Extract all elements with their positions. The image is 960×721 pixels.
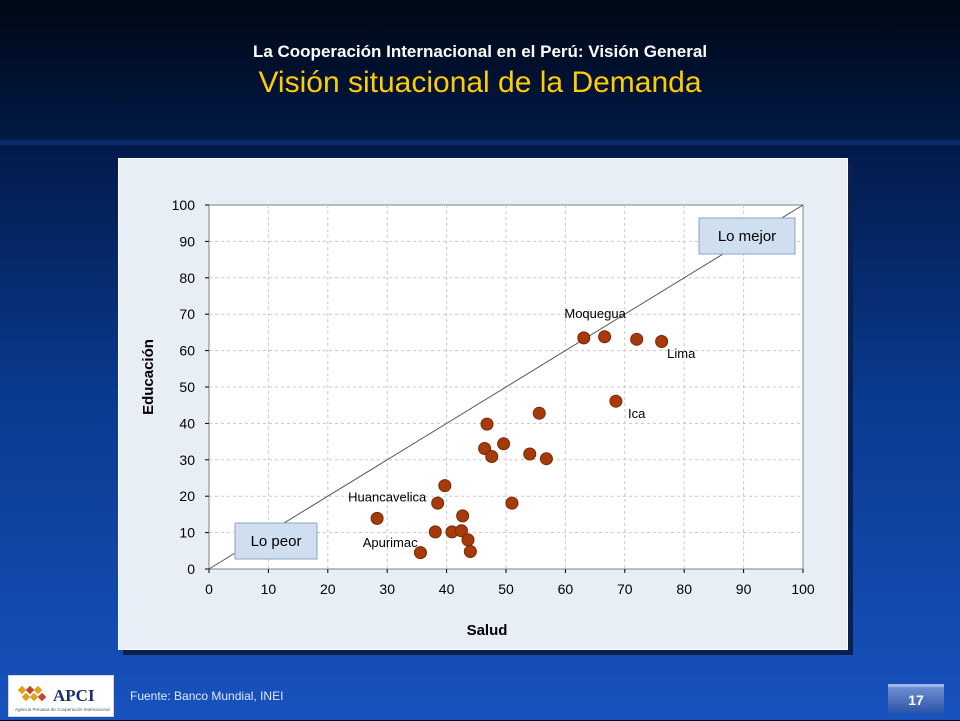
y-tick-label: 0 <box>187 561 195 577</box>
data-point <box>609 394 623 408</box>
x-tick-label: 20 <box>320 581 336 597</box>
y-tick-label: 90 <box>179 233 195 249</box>
data-point <box>480 417 494 431</box>
x-tick-label: 0 <box>205 581 213 597</box>
data-point <box>655 335 669 348</box>
data-point <box>431 496 445 510</box>
data-point <box>577 331 591 345</box>
data-point <box>539 452 553 466</box>
data-point <box>461 533 475 547</box>
x-tick-label: 80 <box>676 581 692 597</box>
scatter-chart: 0 10 20 30 40 50 60 70 80 90 100 0 10 20 30 40 50 60 70 80 9… <box>140 197 815 639</box>
diagonal-reference-line <box>208 204 804 570</box>
x-tick-label: 60 <box>558 581 574 597</box>
y-tick-label: 100 <box>172 197 196 213</box>
y-axis-title: Educación <box>140 339 157 415</box>
y-tick-label: 10 <box>179 525 195 541</box>
page-number: 17 <box>888 684 944 713</box>
data-point <box>523 447 537 461</box>
x-tick-label: 30 <box>379 581 395 597</box>
y-tick-label: 40 <box>179 415 195 431</box>
point-annotation: Lima <box>667 346 696 361</box>
header-band <box>0 0 960 140</box>
data-point <box>497 437 511 451</box>
source-note: Fuente: Banco Mundial, INEI <box>130 689 284 703</box>
y-tick-label: 70 <box>179 306 195 322</box>
data-point <box>505 496 519 510</box>
tick-labels: 0 10 20 30 40 50 60 70 80 90 100 0 10 20 30 40 50 60 70 80 9… <box>172 197 815 597</box>
point-annotation: Huancavelica <box>348 490 427 505</box>
point-annotation: Ica <box>628 406 646 421</box>
header-divider <box>0 140 960 145</box>
y-tick-label: 60 <box>179 343 195 359</box>
worst-region-text: Lo peor <box>251 533 302 550</box>
best-region-label: Lo mejor <box>698 217 796 255</box>
apci-logo: APCI Agencia Peruana de Cooperación Inte… <box>8 675 114 717</box>
data-points <box>370 330 669 560</box>
y-tick-label: 30 <box>179 452 195 468</box>
x-tick-label: 50 <box>498 581 514 597</box>
data-point <box>438 479 452 493</box>
data-point <box>463 545 477 559</box>
worst-region-label: Lo peor <box>234 522 318 560</box>
x-axis-title: Salud <box>467 622 508 639</box>
slide-title: Visión situacional de la Demanda <box>258 66 702 99</box>
slide-subtitle: La Cooperación Internacional en el Perú:… <box>252 42 708 61</box>
x-tick-label: 70 <box>617 581 633 597</box>
chart-panel: 0 10 20 30 40 50 60 70 80 90 100 0 10 20 30 40 50 60 70 80 9… <box>118 158 848 650</box>
y-tick-label: 50 <box>179 379 195 395</box>
x-tick-label: 10 <box>261 581 277 597</box>
data-point <box>598 330 612 344</box>
x-tick-label: 90 <box>736 581 752 597</box>
point-annotation: Apurimac <box>363 535 418 550</box>
y-tick-label: 80 <box>179 270 195 286</box>
annotations: Moquegua Lima Ica Huancavelica Apurimac <box>348 306 696 550</box>
data-point <box>428 525 442 539</box>
data-point <box>370 511 384 525</box>
reference-line-layer <box>208 204 804 570</box>
data-point <box>454 524 468 538</box>
x-tick-label: 100 <box>791 581 815 597</box>
logo-mark-icon <box>17 685 47 702</box>
y-tick-label: 20 <box>179 488 195 504</box>
data-point <box>532 406 546 420</box>
data-point <box>485 450 499 464</box>
best-region-text: Lo mejor <box>718 228 776 245</box>
point-annotation: Moquegua <box>564 306 626 321</box>
logo-tagline: Agencia Peruana de Cooperación Internaci… <box>15 707 110 712</box>
data-point <box>413 546 427 560</box>
logo-name: APCI <box>53 686 95 705</box>
data-point <box>456 509 470 523</box>
data-point <box>630 332 644 346</box>
x-tick-label: 40 <box>439 581 455 597</box>
